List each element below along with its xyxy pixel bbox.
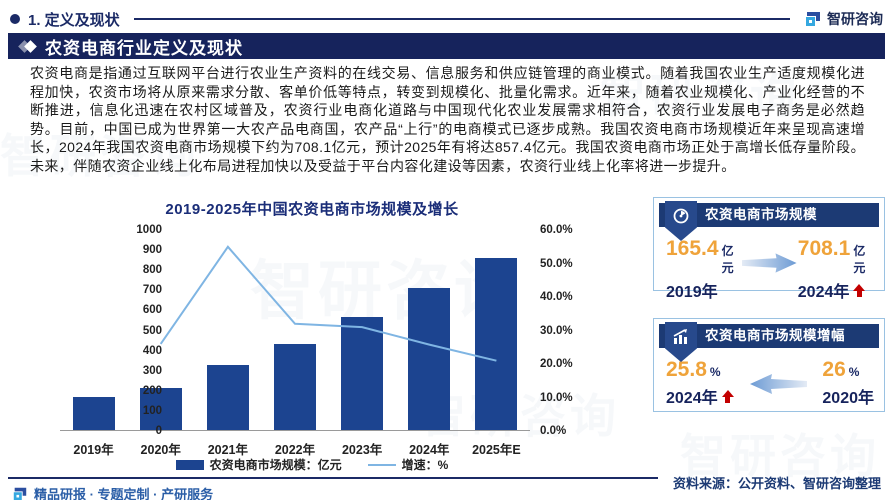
stat-unit: %: [709, 365, 721, 379]
bar-swatch-icon: [175, 459, 204, 470]
y-axis-tick-left: 500: [142, 324, 162, 337]
stat-value: 26: [822, 358, 846, 381]
bar-2023年: [341, 316, 384, 430]
data-source: 资料来源：公开资料、智研咨询整理: [672, 476, 881, 491]
y-axis-tick-right: 10.0%: [540, 391, 573, 404]
brand-logo: 智研咨询: [804, 9, 883, 29]
growth-line: [159, 245, 497, 362]
chart-plot-area: 1000 900 800 700 600 500 400 300 200 100 0 60.0% 50.…: [12, 224, 640, 457]
card-body: 165.4 亿元 2019年 708.1 亿元 2024年: [654, 227, 884, 302]
y-axis-tick-right: 40.0%: [540, 291, 573, 303]
bar-2022年: [274, 344, 316, 430]
trend-arrow-left-icon: [750, 374, 807, 394]
stat-2024: 708.1 亿元 2024年: [798, 237, 874, 302]
header-rule: [133, 18, 790, 20]
card-header: 农资电商市场规模: [659, 201, 879, 241]
x-axis-label: 2022年: [274, 443, 316, 457]
bar-2024年: [408, 287, 451, 430]
card-header: 农资电商市场规模增幅: [659, 322, 879, 362]
zhiyan-logo-icon: [13, 487, 27, 500]
x-axis-label: 2024年: [409, 443, 450, 457]
brand-name: 智研咨询: [827, 11, 883, 27]
stat-year: 2024年: [666, 384, 734, 408]
stat-unit: 亿元: [853, 244, 866, 275]
card-body: 25.8 % 2024年 26 % 2: [654, 348, 884, 408]
footer-rule: [8, 477, 658, 479]
section-label: 1. 定义及现状: [28, 11, 120, 29]
y-axis-tick-left: 800: [142, 264, 162, 277]
line-swatch-icon: [367, 463, 396, 466]
section-banner: 农资电商行业定义及现状: [8, 33, 885, 59]
stat-2019: 165.4 亿元 2019年: [666, 237, 742, 302]
footer-services-text: 精品研报 · 专题定制 · 产研服务: [34, 487, 214, 500]
up-arrow-icon: [853, 283, 866, 297]
y-axis-tick-right: 60.0%: [540, 224, 573, 236]
bar-2020年: [139, 388, 182, 430]
footer-services: 精品研报 · 专题定制 · 产研服务: [12, 484, 213, 500]
card-title: 农资电商市场规模: [705, 207, 817, 222]
bar-2021年: [206, 365, 249, 430]
market-size-card: 农资电商市场规模 165.4 亿元 2019年 708.1: [653, 197, 885, 301]
stat-value: 25.8: [666, 358, 707, 381]
x-axis-label: 2020年: [140, 443, 181, 457]
legend-item-line: 增速：%: [367, 456, 449, 473]
y-axis-tick-left: 100: [142, 404, 162, 417]
stat-2020: 26 % 2020年: [822, 358, 874, 408]
stat-unit: 亿元: [721, 244, 734, 275]
y-axis-tick-left: 0: [155, 425, 162, 437]
legend-item-bars: 农资电商市场规模：亿元: [175, 456, 342, 473]
x-axis-label: 2025年E: [472, 443, 521, 457]
stat-value: 165.4: [666, 237, 719, 260]
up-arrow-icon: [721, 389, 734, 403]
y-axis-tick-right: 0.0%: [540, 425, 567, 437]
y-axis-tick-left: 1000: [136, 224, 162, 236]
bar-2019年: [72, 396, 115, 430]
stat-value: 708.1: [797, 237, 851, 260]
chart-title: 2019-2025年中国农资电商市场规模及增长: [165, 201, 459, 218]
chart-legend: 农资电商市场规模：亿元 增速：%: [12, 456, 612, 473]
stat-2024: 25.8 % 2024年: [666, 358, 734, 408]
banner-title: 农资电商行业定义及现状: [45, 38, 243, 58]
y-axis-tick-left: 700: [142, 284, 162, 297]
trend-arrow-right-icon: [742, 253, 797, 273]
y-axis-tick-right: 50.0%: [540, 257, 573, 270]
x-axis-label: 2023年: [341, 443, 383, 457]
bar-2025年E: [475, 257, 518, 430]
y-axis-tick-left: 900: [142, 244, 162, 257]
y-axis-tick-left: 300: [142, 364, 162, 377]
growth-rate-card: 农资电商市场规模增幅 25.8 % 2024年: [653, 318, 885, 412]
stat-year: 2024年: [798, 278, 874, 302]
stat-unit: %: [848, 365, 860, 379]
stat-year: 2019年: [666, 284, 718, 301]
diamond-icon: [18, 39, 37, 53]
page-header: 1. 定义及现状 智研咨询: [10, 8, 883, 30]
y-axis-tick-right: 20.0%: [540, 358, 573, 370]
legend-line-label: 增速：%: [401, 458, 449, 472]
zhiyan-logo-icon: [806, 12, 820, 26]
x-axis-label: 2021年: [207, 443, 248, 457]
bullet-icon: [10, 14, 20, 24]
y-axis-tick-left: 400: [142, 344, 162, 357]
legend-bar-label: 农资电商市场规模：亿元: [209, 458, 342, 472]
y-axis-tick-right: 30.0%: [540, 324, 573, 337]
x-axis-label: 2019年: [73, 443, 114, 457]
chart-plot: [60, 230, 530, 431]
definition-paragraph: 农资电商是指通过互联网平台进行农业生产资料的在线交易、信息服务和供应链管理的商业…: [30, 65, 865, 174]
market-size-chart: 2019-2025年中国农资电商市场规模及增长 1000 900 800 700 600…: [12, 198, 640, 473]
stat-year: 2020年: [822, 390, 874, 407]
y-axis-tick-left: 200: [142, 384, 162, 397]
y-axis-tick-left: 600: [142, 304, 162, 317]
card-title: 农资电商市场规模增幅: [705, 328, 845, 343]
